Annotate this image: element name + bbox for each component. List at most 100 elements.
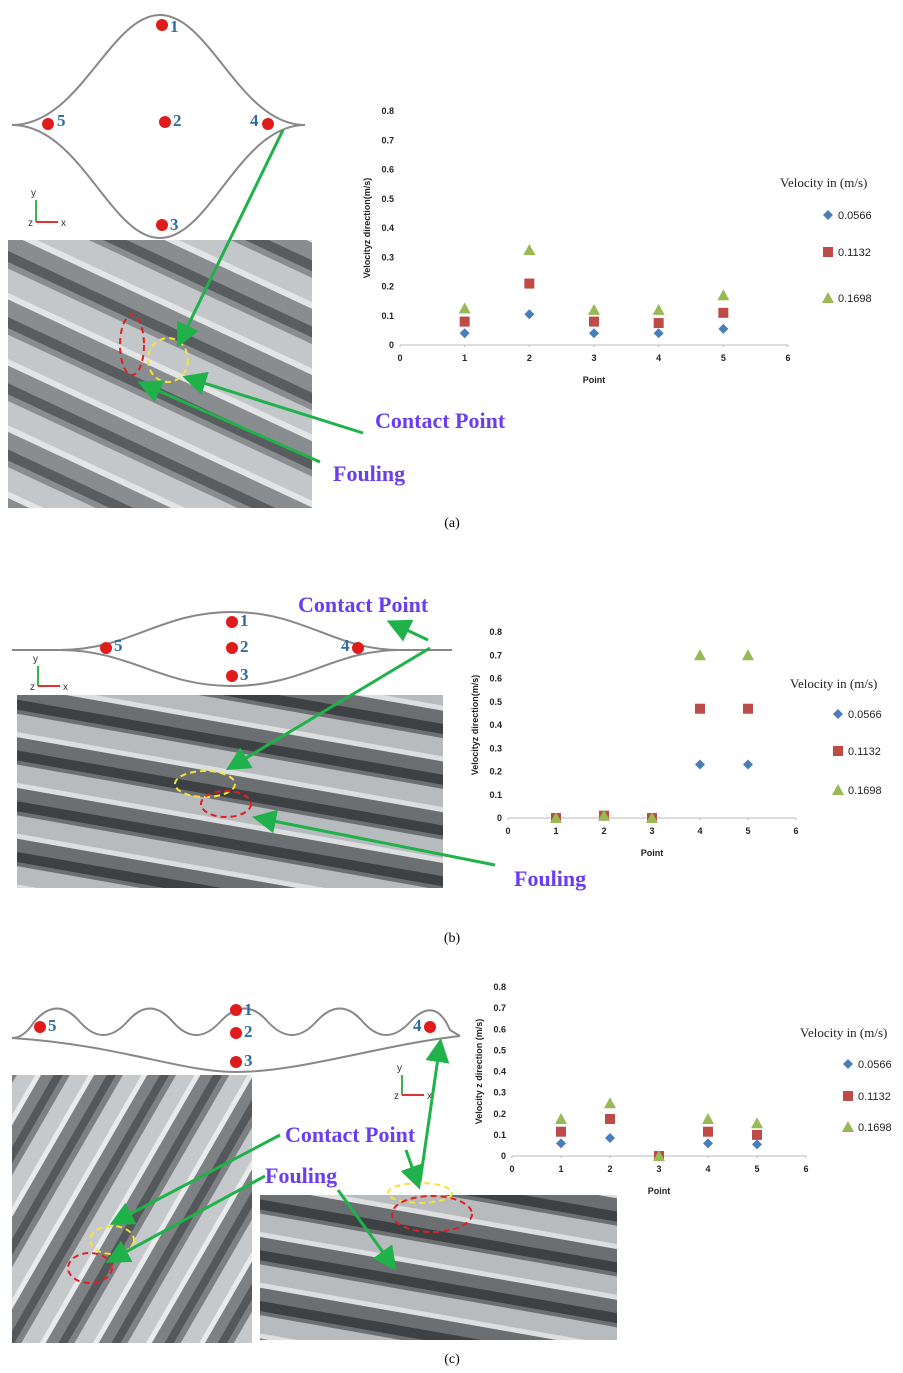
legend-marker: [833, 746, 843, 756]
wave-outline: [11, 1007, 461, 1039]
x-tick-label: 2: [527, 353, 532, 363]
data-point: [702, 1113, 714, 1125]
data-point: [524, 309, 535, 320]
annotation: Contact Point: [298, 592, 429, 617]
contact-ellipse: [147, 337, 189, 383]
point: [226, 616, 238, 628]
caption: (b): [444, 931, 461, 946]
data-point: [742, 649, 754, 661]
y-tick-label: 0.2: [381, 282, 394, 292]
data-point: [718, 307, 729, 318]
data-point: [743, 703, 753, 714]
fouling-ellipse: [200, 790, 252, 818]
y-tick-label: 0.5: [489, 697, 502, 707]
annotation: Contact Point: [285, 1122, 416, 1147]
legend-marker: [823, 210, 833, 220]
y-tick-label: 0.4: [381, 223, 394, 233]
contact-ellipse: [174, 770, 236, 798]
point-label: 1: [240, 611, 249, 630]
data-point: [604, 1097, 616, 1109]
point-label: 4: [413, 1016, 422, 1035]
legend-label: 0.1698: [848, 785, 882, 797]
point-label: 2: [173, 111, 182, 130]
data-point: [459, 316, 470, 327]
arrow: [400, 1149, 424, 1190]
arrow: [336, 1189, 397, 1271]
data-point: [751, 1117, 763, 1129]
data-point: [458, 302, 471, 314]
photo: [12, 1075, 252, 1343]
data-point: [717, 289, 730, 301]
data-point: [588, 303, 600, 315]
data-point: [695, 759, 705, 770]
y-axis-label: Velocityz direction(m/s): [470, 675, 480, 776]
y-tick-label: 0.6: [381, 165, 394, 175]
y-tick-label: 0.7: [489, 650, 502, 660]
x-tick-label: 5: [754, 1164, 759, 1174]
x-tick-label: 2: [607, 1164, 612, 1174]
point: [42, 118, 54, 130]
data-point: [695, 703, 705, 714]
point-label: 4: [341, 636, 350, 655]
arrow: [177, 129, 285, 348]
point-label: 3: [244, 1051, 253, 1070]
x-axis-label: Point: [648, 1186, 671, 1196]
y-tick-label: 0.1: [381, 311, 394, 321]
data-point: [752, 1139, 762, 1150]
contact-ellipse: [89, 1225, 135, 1255]
point: [100, 642, 112, 654]
data-point: [555, 1113, 567, 1125]
y-tick-label: 0.8: [493, 982, 506, 992]
legend-title: Velocity in (m/s): [780, 175, 867, 190]
axis-letter: x: [61, 218, 66, 229]
x-tick-label: 4: [656, 353, 661, 363]
data-point: [605, 1114, 615, 1125]
legend-marker: [823, 247, 833, 257]
y-tick-label: 0.1: [493, 1130, 506, 1140]
y-tick-label: 0.4: [489, 720, 502, 730]
y-tick-label: 0.1: [489, 790, 502, 800]
y-tick-label: 0.7: [493, 1003, 506, 1013]
x-axis-label: Point: [641, 848, 664, 858]
point: [34, 1021, 46, 1033]
y-axis-label: Velocityz direction(m/s): [362, 178, 372, 279]
y-tick-label: 0.3: [381, 252, 394, 262]
point-label: 1: [244, 1000, 253, 1019]
arrow: [386, 619, 429, 642]
arrow: [418, 1038, 450, 1183]
y-tick-label: 0.4: [493, 1067, 506, 1077]
point: [424, 1021, 436, 1033]
caption: (a): [444, 516, 460, 531]
data-point: [589, 316, 599, 327]
y-tick-label: 0.2: [493, 1109, 506, 1119]
annotation: Fouling: [333, 461, 405, 486]
x-tick-label: 6: [803, 1164, 808, 1174]
y-tick-label: 0.3: [489, 743, 502, 753]
x-tick-label: 3: [649, 826, 654, 836]
point: [226, 670, 238, 682]
legend-title: Velocity in (m/s): [800, 1025, 887, 1040]
data-point: [653, 1150, 665, 1161]
axis-letter: z: [28, 218, 33, 229]
data-point: [743, 759, 753, 770]
y-tick-label: 0.5: [493, 1045, 506, 1055]
data-point: [524, 278, 535, 289]
legend-label: 0.1132: [858, 1091, 891, 1103]
x-tick-label: 4: [705, 1164, 710, 1174]
data-point: [752, 1129, 762, 1140]
axis-letter: y: [33, 654, 38, 665]
y-tick-label: 0: [389, 340, 394, 350]
arrow: [225, 646, 431, 771]
x-tick-label: 5: [721, 353, 726, 363]
point: [156, 219, 168, 231]
point-label: 5: [114, 636, 123, 655]
point-label: 2: [244, 1022, 253, 1041]
x-tick-label: 1: [553, 826, 558, 836]
axis-triad: y z x: [394, 1063, 432, 1102]
point: [230, 1027, 242, 1039]
point-label: 5: [48, 1016, 57, 1035]
y-axis-label: Velocity z direction (m/s): [474, 1019, 484, 1125]
y-tick-label: 0: [501, 1151, 506, 1161]
annotation: Fouling: [514, 866, 586, 891]
data-point: [589, 328, 599, 339]
